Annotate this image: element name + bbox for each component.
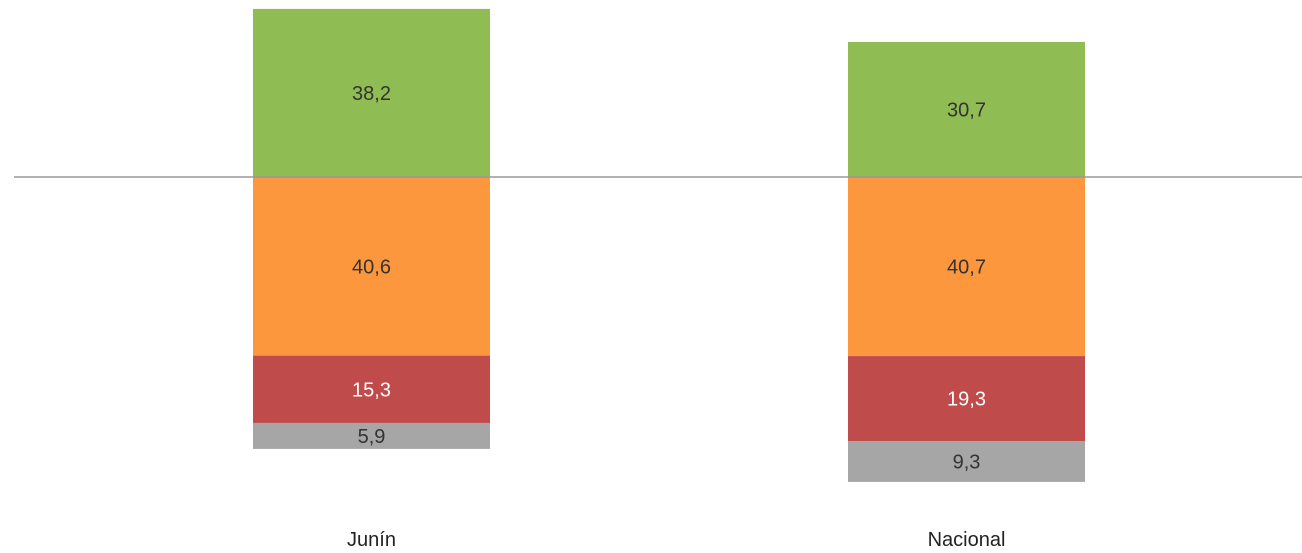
bar-segment-1-1 (253, 8, 490, 178)
category-label-1: Junín (347, 529, 396, 551)
bar-segment-2-1 (253, 177, 490, 356)
value-labels-group: 38,2 40,6 15,3 5,9 30,7 40,7 19,3 9,3 (352, 83, 986, 473)
value-label-4-1: 5,9 (358, 426, 386, 448)
bar-segment-3-2 (848, 356, 1085, 441)
bar-segment-4-1 (253, 422, 490, 449)
category-labels-group: Junín Nacional (347, 529, 1005, 551)
value-label-3-1: 15,3 (352, 379, 391, 401)
value-label-1-2: 30,7 (947, 99, 986, 121)
value-label-2-1: 40,6 (352, 256, 391, 278)
category-label-2: Nacional (928, 529, 1006, 551)
bars-group (253, 8, 1085, 482)
bar-segment-1-2 (848, 41, 1085, 177)
value-label-3-2: 19,3 (947, 389, 986, 411)
bar-segment-3-1 (253, 355, 490, 423)
value-label-2-2: 40,7 (947, 257, 986, 279)
value-label-4-2: 9,3 (953, 451, 981, 473)
value-label-1-1: 38,2 (352, 83, 391, 105)
bar-segment-4-2 (848, 441, 1085, 482)
bar-segment-2-2 (848, 177, 1085, 357)
